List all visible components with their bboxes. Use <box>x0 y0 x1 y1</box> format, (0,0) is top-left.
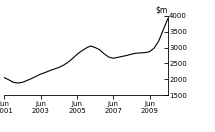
Text: $m: $m <box>155 5 168 14</box>
